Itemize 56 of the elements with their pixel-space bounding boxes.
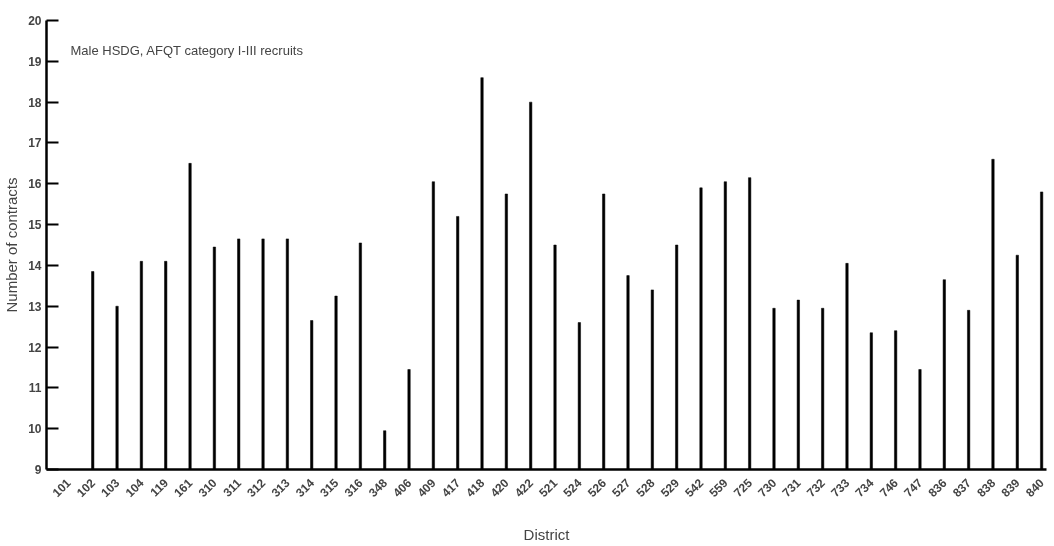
annotation: Male HSDG, AFQT category I-III recruits — [70, 42, 304, 58]
x-tick-label: 524 — [560, 475, 585, 500]
x-tick-label: 161 — [171, 475, 196, 500]
x-tick-label: 528 — [633, 475, 658, 500]
x-tick-label: 730 — [755, 475, 780, 500]
x-tick-label: 311 — [220, 475, 245, 500]
x-tick-label: 840 — [1022, 475, 1048, 500]
x-tick-label: 747 — [901, 475, 926, 500]
x-tick-label: 310 — [195, 475, 220, 500]
x-tick-label: 420 — [487, 475, 512, 500]
x-tick-label: 103 — [98, 475, 123, 500]
x-tick-label: 839 — [998, 475, 1023, 500]
x-tick-label: 732 — [803, 475, 829, 500]
x-tick-label: 725 — [730, 475, 756, 500]
y-tick-label: 12 — [28, 340, 42, 355]
y-axis-title: Number of contracts — [3, 177, 21, 313]
x-tick-label: 529 — [657, 475, 683, 500]
y-tick-label: 19 — [28, 54, 42, 69]
x-tick-label: 734 — [852, 475, 877, 500]
x-tick-label: 836 — [925, 475, 950, 500]
x-tick-label: 101 — [49, 475, 74, 500]
y-tick-label: 10 — [28, 422, 42, 437]
x-tick-label: 526 — [584, 475, 610, 500]
x-tick-label: 746 — [876, 475, 902, 500]
x-tick-label: 418 — [463, 475, 488, 500]
x-tick-label: 406 — [390, 475, 415, 500]
y-tick-label: 15 — [28, 218, 42, 233]
y-tick-label: 14 — [28, 258, 42, 273]
x-tick-label: 102 — [73, 475, 99, 500]
x-tick-label: 313 — [268, 475, 293, 500]
x-tick-label: 521 — [536, 475, 561, 500]
x-tick-label: 119 — [147, 475, 172, 500]
x-tick-label: 838 — [974, 475, 999, 500]
y-tick-label: 11 — [28, 381, 42, 396]
x-tick-label: 733 — [828, 475, 853, 500]
y-tick-label: 9 — [34, 463, 42, 477]
x-tick-label: 315 — [317, 475, 342, 500]
x-tick-label: 417 — [438, 475, 464, 500]
x-tick-label: 527 — [609, 475, 634, 500]
x-tick-label: 104 — [122, 475, 147, 500]
y-tick-label: 20 — [28, 14, 42, 28]
x-tick-label: 542 — [682, 475, 707, 500]
x-tick-label: 314 — [292, 475, 318, 500]
y-tick-label: 16 — [28, 177, 42, 192]
x-tick-label: 731 — [779, 475, 804, 500]
y-tick-label: 18 — [28, 95, 42, 110]
x-tick-label: 837 — [949, 475, 975, 500]
x-tick-label: 422 — [511, 475, 537, 500]
y-tick-label: 17 — [28, 136, 42, 151]
x-tick-label: 409 — [414, 475, 439, 500]
y-tick-label: 13 — [28, 299, 42, 314]
x-tick-label: 348 — [365, 475, 391, 500]
x-axis-title: District — [523, 526, 571, 544]
x-tick-label: 312 — [244, 475, 269, 500]
x-tick-label: 316 — [341, 475, 366, 500]
x-tick-label: 559 — [706, 475, 731, 500]
